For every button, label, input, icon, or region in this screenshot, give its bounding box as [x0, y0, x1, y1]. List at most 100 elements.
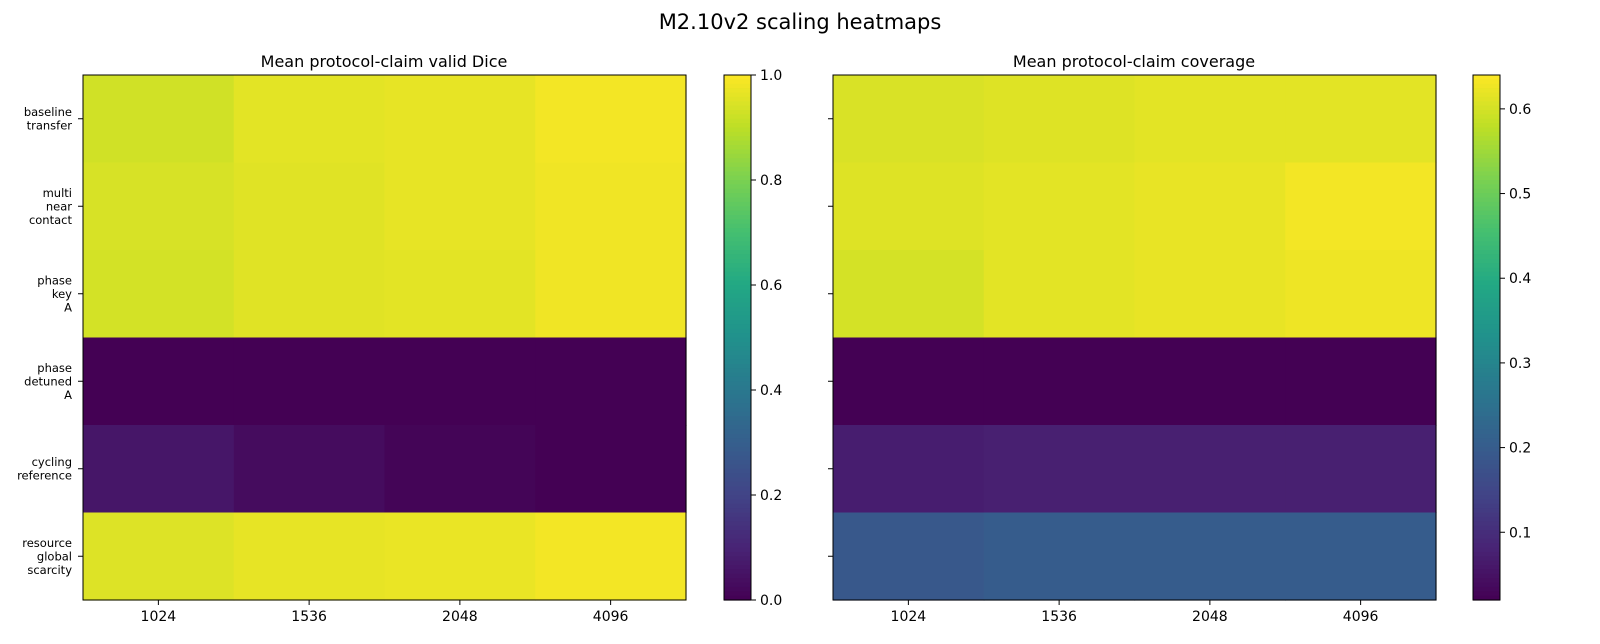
colorbar-segment	[1473, 530, 1500, 535]
y-tick-label: phase	[37, 361, 72, 375]
colorbar-segment	[724, 481, 751, 487]
colorbar-segment	[724, 105, 751, 111]
colorbar-segment	[724, 411, 751, 417]
colorbar-segment	[724, 83, 751, 89]
colorbar-segment	[724, 376, 751, 382]
colorbar-segment	[724, 394, 751, 400]
colorbar-segment	[724, 145, 751, 150]
colorbar-segment	[724, 175, 751, 181]
heatmap-cell	[833, 425, 985, 514]
colorbar-segment	[724, 433, 751, 439]
colorbar-segment	[1473, 503, 1500, 509]
colorbar-segment	[724, 460, 751, 465]
colorbar-segment	[1473, 153, 1500, 159]
colorbar-segment	[724, 88, 751, 94]
colorbar-segment	[724, 166, 751, 172]
colorbar-segment	[1473, 311, 1500, 317]
colorbar-tick-label: 0.1	[1509, 525, 1531, 541]
colorbar-segment	[724, 131, 751, 137]
colorbar-segment	[724, 551, 751, 557]
colorbar-segment	[724, 451, 751, 457]
colorbar-segment	[1473, 75, 1500, 80]
colorbar-segment	[1473, 578, 1500, 584]
heatmap-cell	[233, 337, 386, 426]
colorbar-segment	[724, 560, 751, 566]
x-tick-label: 2048	[442, 609, 478, 625]
colorbar-segment	[1473, 105, 1500, 111]
heatmap-panel-coverage: Mean protocol-claim coverage 1024 1536 204…	[828, 52, 1531, 625]
y-tick-label: A	[64, 388, 72, 402]
colorbar-tick-label: 0.3	[1509, 356, 1531, 372]
colorbar-segment	[1473, 560, 1500, 566]
colorbar-segment	[1473, 442, 1500, 448]
colorbar-segment	[724, 311, 751, 317]
colorbar-segment	[1473, 88, 1500, 94]
x-tick-label: 1536	[1041, 609, 1077, 625]
heatmap-cell	[384, 75, 536, 164]
colorbar-segment	[724, 346, 751, 352]
colorbar-segment	[724, 573, 751, 579]
colorbar-tick-label: 0.4	[760, 383, 782, 399]
colorbar-segment	[1473, 289, 1500, 295]
colorbar-segment	[724, 79, 751, 85]
colorbar-segment	[1473, 206, 1500, 212]
colorbar-segment	[724, 162, 751, 168]
colorbar-segment	[724, 324, 751, 330]
colorbar-segment	[1473, 201, 1500, 207]
colorbar-segment	[724, 350, 751, 356]
heatmap-cell	[535, 337, 687, 426]
heatmap-cell	[83, 337, 235, 426]
y-axis	[828, 118, 833, 557]
heatmap-cell	[1134, 162, 1286, 251]
colorbar-segment	[724, 416, 751, 422]
colorbar-segment	[724, 236, 751, 242]
colorbar-segment	[724, 215, 751, 220]
colorbar-segment	[1473, 543, 1500, 549]
colorbar-segment	[724, 193, 751, 199]
heatmap-cell	[833, 250, 985, 339]
heatmap-cell	[384, 250, 536, 339]
heatmap-cell	[384, 337, 536, 426]
colorbar-segment	[1473, 110, 1500, 115]
colorbar-segment	[724, 337, 751, 343]
colorbar-segment	[724, 368, 751, 374]
colorbar-segment	[1473, 306, 1500, 312]
y-tick-label: detuned	[24, 374, 72, 388]
heatmap-cell	[384, 425, 536, 514]
colorbar-segment	[1473, 556, 1500, 562]
y-tick-label: global	[37, 549, 72, 563]
heatmap-cell	[833, 337, 985, 426]
heatmap-cell	[233, 75, 386, 164]
colorbar-segment	[724, 228, 751, 234]
colorbar-segment	[1473, 429, 1500, 435]
colorbar-segment	[724, 328, 751, 334]
colorbar-segment	[1473, 508, 1500, 514]
colorbar-segment	[1473, 298, 1500, 304]
heatmap-cell	[1134, 250, 1286, 339]
colorbar-segment	[724, 75, 751, 80]
colorbar-tick-label: 0.8	[760, 173, 782, 189]
colorbar-segment	[724, 341, 751, 347]
colorbar-segment	[1473, 565, 1500, 570]
colorbar-segment	[1473, 407, 1500, 413]
heatmap-cell	[1285, 162, 1437, 251]
colorbar-segment	[724, 425, 751, 430]
heatmap-cell	[1134, 512, 1286, 601]
colorbar-segment	[1473, 381, 1500, 387]
colorbar-segment	[1473, 586, 1500, 592]
y-tick-label: A	[64, 300, 72, 314]
colorbar-segment	[724, 188, 751, 194]
colorbar-segment	[724, 355, 751, 360]
colorbar-segment	[1473, 363, 1500, 369]
colorbar-segment	[1473, 210, 1500, 216]
colorbar-segment	[1473, 438, 1500, 444]
colorbar-segment	[1473, 271, 1500, 277]
colorbar-segment	[1473, 328, 1500, 334]
colorbar-segment	[1473, 171, 1500, 177]
colorbar-segment	[724, 201, 751, 207]
colorbar-segment	[724, 302, 751, 308]
colorbar-segment	[724, 96, 751, 102]
x-tick-label: 4096	[593, 609, 629, 625]
colorbar-segment	[724, 595, 751, 601]
colorbar-segment	[1473, 219, 1500, 225]
